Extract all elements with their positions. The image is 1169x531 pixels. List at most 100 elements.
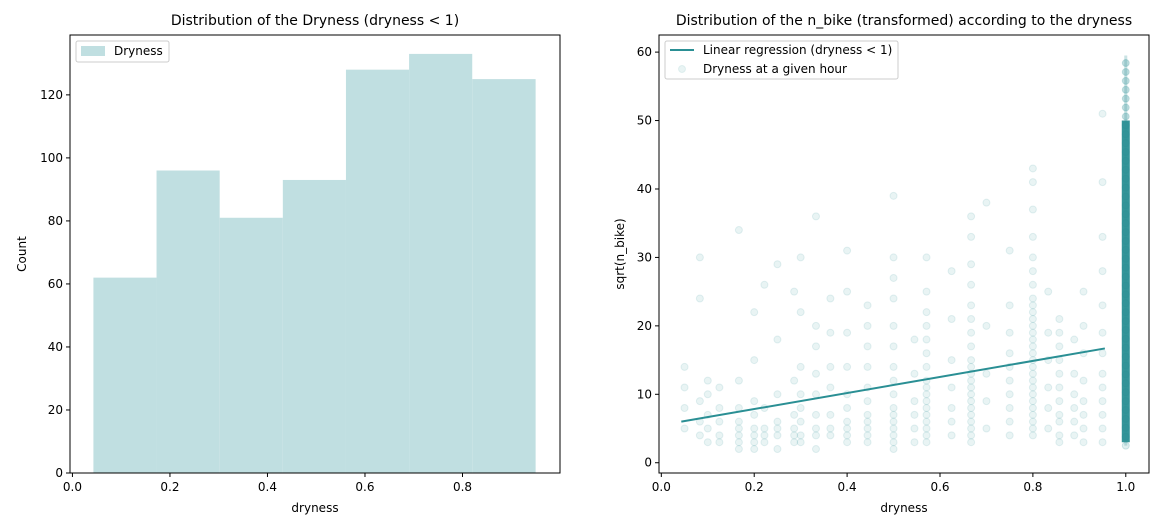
scatter-point — [703, 376, 712, 385]
scatter-point — [1121, 228, 1130, 237]
scatter-point — [982, 397, 991, 406]
scatter-point — [1044, 403, 1053, 412]
scatter-legend-box — [664, 40, 899, 80]
scatter-point — [1044, 383, 1053, 392]
scatter-point — [1121, 201, 1130, 210]
scatter-point — [1121, 281, 1130, 290]
y-tick-label: 60 — [637, 45, 652, 59]
histogram-panel: Distribution of the Dryness (dryness < 1… — [15, 13, 561, 515]
scatter-point — [947, 403, 956, 412]
scatter-point — [1121, 379, 1130, 388]
x-tick-label: 0.8 — [453, 480, 472, 494]
scatter-point — [1121, 156, 1130, 165]
scatter-point — [910, 410, 919, 419]
scatter-point — [1028, 301, 1037, 310]
scatter-point — [1079, 397, 1088, 406]
scatter-point — [889, 342, 898, 351]
scatter-point — [1121, 183, 1130, 192]
histogram-bar — [282, 179, 346, 473]
scatter-point — [1121, 272, 1130, 281]
scatter-point — [947, 267, 956, 276]
scatter-point — [1121, 103, 1130, 112]
y-tick-label: 0 — [644, 456, 652, 470]
scatter-point — [889, 390, 898, 399]
y-tick-label: 100 — [40, 151, 63, 165]
scatter-point — [1028, 397, 1037, 406]
x-tick-label: 0.8 — [1023, 480, 1042, 494]
scatter-point — [889, 403, 898, 412]
scatter-point — [773, 260, 782, 269]
scatter-point — [1028, 390, 1037, 399]
scatter-point — [1121, 67, 1130, 76]
scatter-point — [1070, 417, 1079, 426]
scatter-point — [750, 308, 759, 317]
scatter-y-label: sqrt(n_bike) — [613, 218, 627, 289]
scatter-point — [1028, 267, 1037, 276]
scatter-point — [1028, 205, 1037, 214]
scatter-legend-label-line: Linear regression (dryness < 1) — [703, 43, 892, 57]
scatter-point — [1121, 245, 1130, 254]
scatter-point — [773, 417, 782, 426]
scatter-point — [1005, 328, 1014, 337]
scatter-point — [750, 356, 759, 365]
scatter-point — [826, 383, 835, 392]
scatter-point — [734, 226, 743, 235]
scatter-point — [1121, 397, 1130, 406]
scatter-point — [967, 301, 976, 310]
scatter-point — [967, 356, 976, 365]
scatter-point — [1121, 370, 1130, 379]
scatter-point — [1028, 376, 1037, 385]
scatter-point — [1121, 334, 1130, 343]
scatter-point — [967, 431, 976, 440]
scatter-point — [811, 212, 820, 221]
scatter-legend: Linear regression (dryness < 1) Dryness … — [664, 40, 899, 80]
scatter-point — [1098, 301, 1107, 310]
scatter-point — [922, 431, 931, 440]
scatter-point — [796, 390, 805, 399]
histogram-x-ticks: 0.0 0.2 0.4 0.6 0.8 — [63, 473, 472, 494]
scatter-point — [1121, 343, 1130, 352]
scatter-point — [843, 431, 852, 440]
scatter-point — [889, 294, 898, 303]
scatter-point — [680, 403, 689, 412]
scatter-point — [910, 424, 919, 433]
scatter-point — [1098, 397, 1107, 406]
scatter-point — [750, 431, 759, 440]
scatter-point — [773, 424, 782, 433]
scatter-point — [1121, 219, 1130, 228]
scatter-point — [796, 362, 805, 371]
scatter-point — [1028, 335, 1037, 344]
scatter-point — [1079, 424, 1088, 433]
scatter-point — [826, 431, 835, 440]
scatter-point — [922, 287, 931, 296]
histogram-bar — [93, 277, 157, 473]
scatter-point — [922, 253, 931, 262]
scatter-point — [773, 445, 782, 454]
scatter-point — [1121, 308, 1130, 317]
scatter-point — [1098, 410, 1107, 419]
scatter-point — [967, 362, 976, 371]
scatter-point — [1121, 85, 1130, 94]
scatter-point — [1055, 397, 1064, 406]
y-tick-label: 10 — [637, 387, 652, 401]
scatter-point — [1055, 431, 1064, 440]
scatter-point — [1121, 165, 1130, 174]
scatter-point — [811, 390, 820, 399]
scatter-point — [889, 424, 898, 433]
scatter-point — [967, 383, 976, 392]
scatter-point — [967, 417, 976, 426]
scatter-point — [922, 424, 931, 433]
scatter-point — [1044, 328, 1053, 337]
scatter-point — [1121, 325, 1130, 334]
scatter-dense-column — [1121, 55, 1130, 450]
scatter-point — [790, 287, 799, 296]
histogram-y-ticks: 0 20 40 60 80 100 120 — [40, 88, 70, 480]
scatter-point — [1005, 376, 1014, 385]
histogram-x-label: dryness — [291, 501, 338, 515]
scatter-point — [811, 424, 820, 433]
scatter-point — [1044, 424, 1053, 433]
scatter-point — [695, 294, 704, 303]
scatter-point — [1028, 383, 1037, 392]
scatter-point — [1028, 403, 1037, 412]
histogram-bar — [345, 69, 410, 474]
